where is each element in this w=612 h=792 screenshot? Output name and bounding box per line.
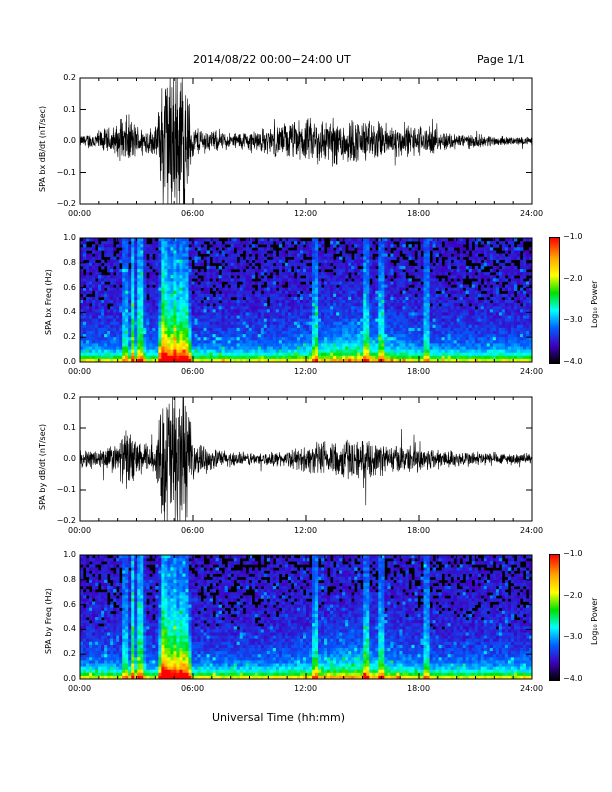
x-tick-label: 00:00 bbox=[68, 526, 92, 535]
axes-frame bbox=[79, 77, 533, 205]
y-tick-label: 0.6 bbox=[63, 282, 76, 292]
x-tick-label: 12:00 bbox=[294, 526, 318, 535]
y-tick-label: 0.0 bbox=[63, 136, 76, 145]
x-tick-label: 06:00 bbox=[181, 367, 205, 376]
y-tick-label: 0.0 bbox=[63, 674, 76, 683]
y-tick-label: 0.6 bbox=[63, 599, 76, 609]
x-tick-label: 00:00 bbox=[68, 684, 92, 693]
y-tick-label: 0.8 bbox=[63, 257, 76, 267]
x-tick-label: 18:00 bbox=[407, 367, 431, 376]
x-tick-label: 18:00 bbox=[407, 209, 431, 218]
bx-colorbar bbox=[549, 237, 560, 364]
y-tick-label: 0.2 bbox=[63, 332, 76, 342]
x-tick-label: 12:00 bbox=[294, 367, 318, 376]
y-tick-label: 0.0 bbox=[63, 454, 76, 463]
colorbar-tick-label: −4.0 bbox=[563, 674, 583, 683]
x-axis-label: Universal Time (hh:mm) bbox=[212, 711, 345, 724]
spectrogram-cells bbox=[80, 238, 533, 363]
x-tick-label: 12:00 bbox=[294, 684, 318, 693]
page-indicator: Page 1/1 bbox=[477, 53, 525, 66]
colorbar-label: Log₁₀ Power bbox=[590, 597, 599, 645]
dbdt-trace bbox=[79, 77, 533, 205]
y-tick-label: 0.4 bbox=[63, 624, 76, 634]
x-tick-label: 24:00 bbox=[520, 526, 544, 535]
y-tick-label: 0.2 bbox=[63, 73, 76, 82]
y-tick-label: 0.1 bbox=[63, 104, 76, 114]
bx-dbdt-ylabel: SPA bx dB/dt (nT/sec) bbox=[38, 105, 47, 192]
colorbar-label: Log₁₀ Power bbox=[590, 280, 599, 328]
y-tick-label: 0.8 bbox=[63, 574, 76, 584]
x-tick-label: 06:00 bbox=[181, 209, 205, 218]
bx-dbdt-plot bbox=[79, 77, 533, 205]
x-tick-label: 24:00 bbox=[520, 684, 544, 693]
x-tick-label: 24:00 bbox=[520, 367, 544, 376]
y-tick-label: −0.2 bbox=[56, 199, 76, 208]
spectrogram-cells bbox=[80, 555, 533, 680]
y-tick-label: −0.1 bbox=[56, 167, 76, 177]
by-freq-ylabel: SPA by Freq (Hz) bbox=[44, 588, 53, 654]
colorbar-tick-label: −3.0 bbox=[563, 315, 583, 325]
x-tick-label: 06:00 bbox=[181, 526, 205, 535]
by-colorbar bbox=[549, 554, 560, 681]
x-tick-label: 12:00 bbox=[294, 209, 318, 218]
by-spectrogram bbox=[79, 554, 533, 680]
y-tick-label: 0.1 bbox=[63, 423, 76, 432]
x-tick-label: 18:00 bbox=[407, 684, 431, 693]
axes-frame bbox=[79, 237, 533, 363]
x-tick-label: 24:00 bbox=[520, 209, 544, 218]
x-tick-label: 00:00 bbox=[68, 367, 92, 376]
y-tick-label: 0.4 bbox=[63, 307, 76, 317]
x-tick-label: 00:00 bbox=[68, 209, 92, 218]
x-tick-label: 06:00 bbox=[181, 684, 205, 693]
colorbar-tick-label: −3.0 bbox=[563, 632, 583, 642]
y-tick-label: 1.0 bbox=[63, 550, 76, 559]
x-tick-label: 18:00 bbox=[407, 526, 431, 535]
y-tick-label: 0.2 bbox=[63, 649, 76, 659]
axes-frame bbox=[79, 554, 533, 680]
y-tick-label: −0.2 bbox=[56, 516, 76, 525]
y-tick-label: −0.1 bbox=[56, 485, 76, 494]
colorbar-tick-label: −2.0 bbox=[563, 273, 583, 283]
by-dbdt-ylabel: SPA by dB/dt (nT/sec) bbox=[38, 423, 47, 510]
plot-title: 2014/08/22 00:00−24:00 UT bbox=[193, 53, 351, 66]
bx-freq-ylabel: SPA bx Freq (Hz) bbox=[44, 269, 53, 335]
dbdt-trace bbox=[79, 396, 533, 522]
by-dbdt-plot bbox=[79, 396, 533, 522]
y-tick-label: 0.0 bbox=[63, 357, 76, 366]
y-tick-label: 1.0 bbox=[63, 233, 76, 242]
bx-spectrogram bbox=[79, 237, 533, 363]
colorbar-tick-label: −4.0 bbox=[563, 357, 583, 366]
y-tick-label: 0.2 bbox=[63, 392, 76, 401]
colorbar-tick-label: −1.0 bbox=[563, 232, 583, 241]
colorbar-tick-label: −2.0 bbox=[563, 590, 583, 600]
axes-frame bbox=[79, 396, 533, 522]
colorbar-tick-label: −1.0 bbox=[563, 549, 583, 558]
